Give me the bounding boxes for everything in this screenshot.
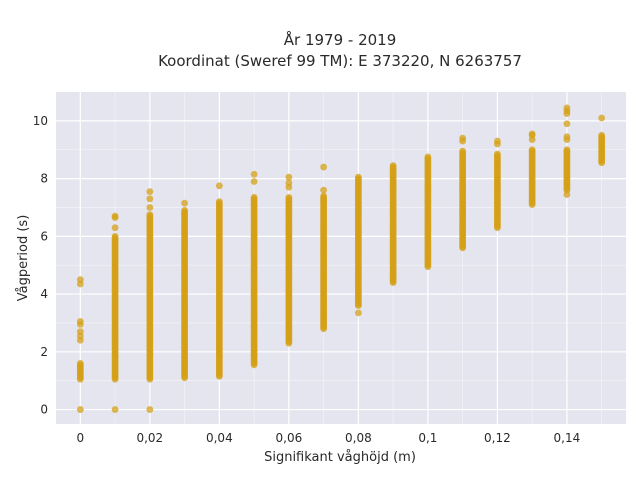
data-point: [563, 104, 571, 112]
data-column: [250, 170, 258, 369]
y-tick-label: 2: [40, 345, 48, 359]
data-column: [528, 130, 536, 208]
data-column: [111, 212, 119, 413]
data-point: [598, 114, 606, 122]
x-tick-labels: 0 0,02 0,04 0,06 0,08 0,1 0,12 0,14: [77, 431, 581, 445]
x-tick-label: 0,08: [345, 431, 372, 445]
data-point: [320, 186, 328, 194]
data-point: [563, 120, 571, 128]
data-column: [146, 188, 154, 413]
data-point: [111, 212, 119, 220]
data-column: [389, 162, 397, 286]
y-tick-label: 4: [40, 287, 48, 301]
data-point: [320, 192, 328, 200]
data-column: [494, 137, 501, 232]
x-tick-label: 0,04: [206, 431, 233, 445]
data-point: [146, 204, 154, 211]
data-column: [320, 163, 328, 333]
x-tick-label: 0,06: [276, 431, 303, 445]
data-point: [563, 146, 571, 154]
data-point: [563, 133, 571, 141]
x-tick-label: 0,1: [418, 431, 437, 445]
chart-title-line-1: År 1979 - 2019: [284, 30, 397, 49]
data-point: [76, 318, 84, 325]
data-point: [494, 150, 501, 158]
data-point: [250, 178, 258, 185]
chart-title-line-2: Koordinat (Sweref 99 TM): E 373220, N 62…: [158, 52, 522, 70]
y-tick-label: 8: [40, 172, 48, 186]
data-column: [598, 114, 606, 167]
data-point: [459, 147, 467, 155]
x-tick-label: 0,02: [136, 431, 163, 445]
data-point: [389, 162, 397, 170]
data-point: [494, 137, 501, 145]
y-tick-label: 0: [40, 403, 48, 417]
data-point: [354, 309, 362, 317]
data-point: [111, 232, 119, 240]
x-tick-label: 0,12: [484, 431, 511, 445]
x-tick-label: 0,14: [554, 431, 581, 445]
data-point: [215, 198, 223, 206]
data-column: [563, 104, 571, 198]
data-point: [76, 359, 84, 367]
data-point: [285, 179, 293, 187]
data-point: [563, 191, 571, 198]
plot-area-background: [56, 92, 626, 424]
y-axis-title: Vågperiod (s): [16, 215, 31, 302]
data-column: [354, 173, 362, 317]
data-point: [146, 195, 154, 203]
data-point: [250, 170, 258, 178]
data-point: [181, 199, 188, 207]
data-column: [76, 276, 84, 413]
data-column: [459, 134, 467, 252]
data-point: [111, 224, 119, 232]
data-point: [354, 173, 362, 181]
data-point: [250, 193, 258, 201]
data-point: [528, 146, 536, 154]
y-tick-label: 10: [33, 114, 48, 128]
data-point: [76, 276, 84, 284]
data-point: [146, 406, 154, 413]
data-point: [598, 131, 606, 139]
data-point: [181, 206, 188, 214]
data-point: [146, 188, 154, 196]
data-column: [424, 153, 432, 271]
data-column: [215, 182, 223, 380]
x-axis-title: Signifikant våghöjd (m): [264, 450, 416, 465]
y-tick-label: 6: [40, 229, 48, 243]
data-point: [459, 134, 467, 142]
data-point: [76, 328, 84, 336]
data-point: [111, 406, 119, 413]
data-point: [76, 406, 84, 413]
data-point: [528, 130, 536, 138]
data-point: [285, 173, 293, 181]
data-point: [146, 211, 154, 219]
y-tick-labels: 0 2 4 6 8 10: [33, 114, 48, 417]
data-point: [285, 193, 293, 201]
data-point: [424, 153, 432, 161]
data-column: [181, 199, 188, 382]
data-point: [320, 163, 328, 171]
points-layer: [76, 104, 606, 413]
data-column: [285, 173, 293, 347]
data-point: [215, 182, 223, 190]
x-tick-label: 0: [77, 431, 85, 445]
